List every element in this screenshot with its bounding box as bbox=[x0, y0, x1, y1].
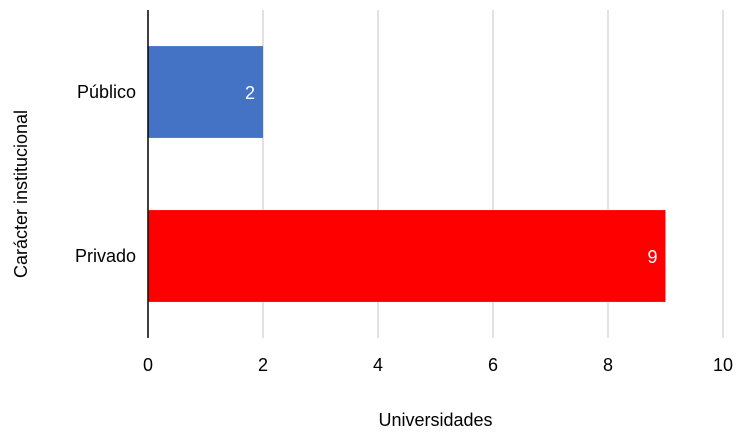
data-label-público: 2 bbox=[245, 83, 255, 103]
x-tick-label-10: 10 bbox=[713, 355, 733, 375]
x-tick-label-6: 6 bbox=[488, 355, 498, 375]
x-axis-title: Universidades bbox=[378, 410, 492, 430]
category-label-público: Público bbox=[77, 82, 136, 102]
x-tick-label-4: 4 bbox=[373, 355, 383, 375]
labels: 0 2 4 6 8 10 Público 2 Privado 9 bbox=[75, 82, 733, 375]
data-label-privado: 9 bbox=[647, 247, 657, 267]
category-label-privado: Privado bbox=[75, 246, 136, 266]
bar-público bbox=[148, 46, 263, 138]
x-tick-label-2: 2 bbox=[258, 355, 268, 375]
y-axis-title: Carácter institucional bbox=[11, 110, 31, 278]
bars bbox=[148, 46, 666, 302]
x-tick-label-8: 8 bbox=[603, 355, 613, 375]
bar-privado bbox=[148, 210, 666, 302]
x-tick-label-0: 0 bbox=[143, 355, 153, 375]
